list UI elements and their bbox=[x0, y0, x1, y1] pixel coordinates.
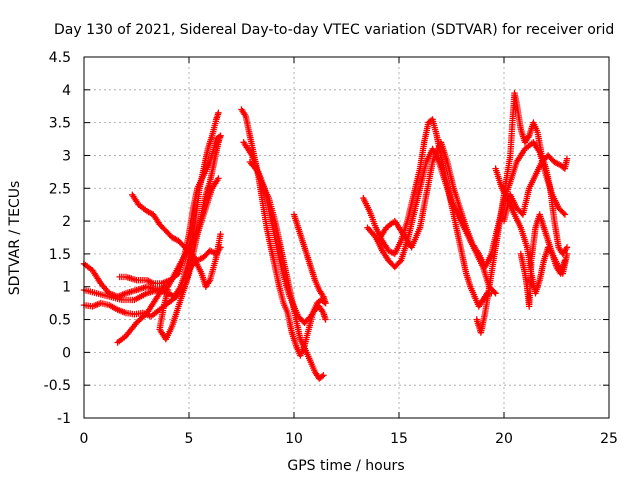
y-tick-label: 3.5 bbox=[49, 116, 71, 132]
data-point-markers bbox=[290, 211, 329, 307]
series-track-p bbox=[500, 152, 571, 225]
x-tick-label: 10 bbox=[285, 431, 303, 447]
series-track-d bbox=[129, 191, 224, 264]
x-tick-labels: 0 5 10 15 20 25 bbox=[80, 431, 618, 447]
data-point-markers bbox=[500, 152, 571, 225]
data-point-markers bbox=[116, 132, 224, 287]
x-tick-label: 15 bbox=[390, 431, 408, 447]
plot-frame bbox=[83, 56, 610, 419]
series-track-q bbox=[517, 211, 571, 310]
series-track-c bbox=[114, 231, 224, 346]
series-track-i bbox=[246, 158, 329, 326]
y-tick-label: 4.5 bbox=[49, 50, 71, 66]
y-tick-label: 0.5 bbox=[49, 313, 71, 329]
series-track-e bbox=[116, 132, 224, 287]
data-point-markers bbox=[246, 158, 329, 326]
y-tick-label: 4 bbox=[62, 83, 71, 99]
y-tick-label: 0 bbox=[62, 345, 71, 361]
x-tick-label: 25 bbox=[600, 431, 618, 447]
x-tick-label: 0 bbox=[80, 431, 89, 447]
series-track-j bbox=[290, 211, 329, 307]
y-tick-label: -0.5 bbox=[44, 378, 71, 394]
x-tick-label: 20 bbox=[495, 431, 513, 447]
data-markers bbox=[80, 89, 571, 382]
data-point-markers bbox=[114, 231, 224, 346]
y-axis-title: SDTVAR / TECUs bbox=[7, 181, 23, 296]
x-axis-title: GPS time / hours bbox=[287, 458, 404, 474]
data-point-markers bbox=[129, 191, 224, 264]
y-tick-label: -1 bbox=[57, 411, 71, 427]
chart-title: Day 130 of 2021, Sidereal Day-to-day VTE… bbox=[54, 22, 614, 38]
x-tick-label: 5 bbox=[185, 431, 194, 447]
y-tick-label: 1.5 bbox=[49, 247, 71, 263]
y-tick-label: 2 bbox=[62, 214, 71, 230]
data-point-markers bbox=[517, 211, 571, 310]
y-tick-labels: -1 -0.5 0 0.5 1 1.5 2 2.5 3 3.5 4 4.5 bbox=[44, 50, 71, 427]
y-tick-label: 3 bbox=[62, 148, 71, 164]
y-tick-label: 1 bbox=[62, 280, 71, 296]
y-tick-label: 2.5 bbox=[49, 181, 71, 197]
axis-ticks bbox=[83, 56, 610, 419]
